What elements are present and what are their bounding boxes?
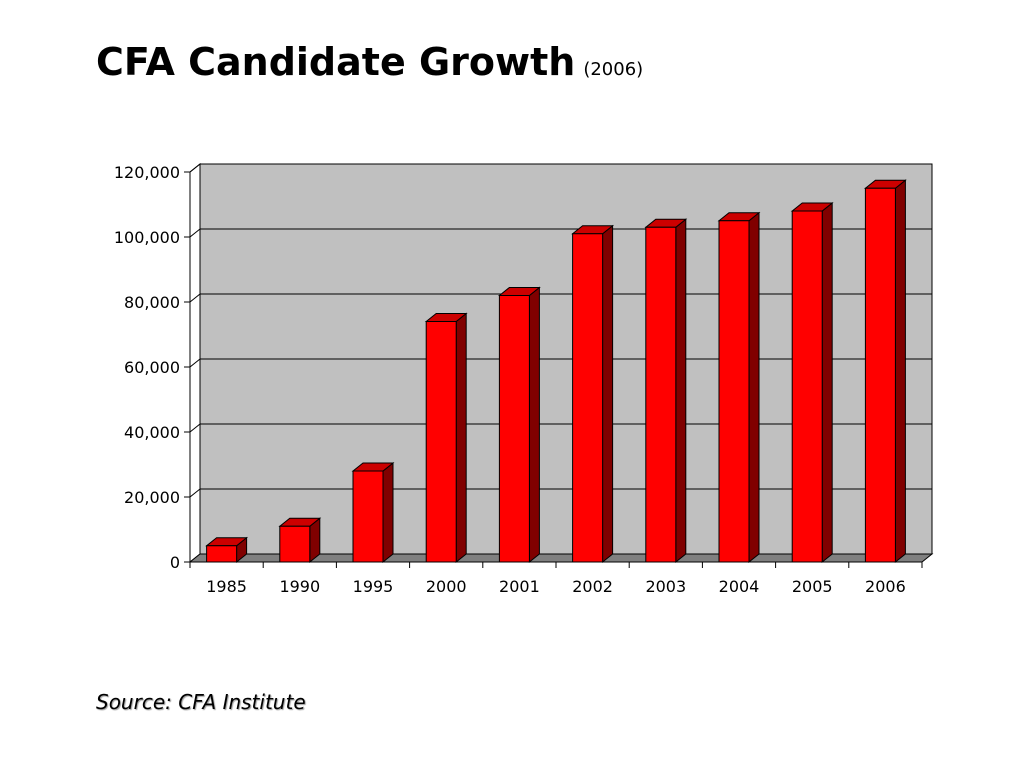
gridline-side xyxy=(189,423,201,433)
x-tick-label: 2000 xyxy=(426,577,467,596)
gridline-side xyxy=(189,228,201,238)
x-tick-label: 2001 xyxy=(499,577,540,596)
bar-2001 xyxy=(498,295,530,563)
y-tick-label: 100,000 xyxy=(114,228,180,247)
bar-side-1995 xyxy=(382,461,394,564)
source-note: Source: CFA Institute xyxy=(96,690,306,714)
x-tick-label: 2003 xyxy=(645,577,686,596)
bar-2000 xyxy=(425,321,457,563)
y-tick-label: 0 xyxy=(170,553,180,572)
y-tick-label: 120,000 xyxy=(114,163,180,182)
bar-1990 xyxy=(279,525,311,563)
x-tick-label: 1985 xyxy=(206,577,247,596)
bar-side-2004 xyxy=(748,211,760,564)
x-tick-label: 1990 xyxy=(279,577,320,596)
bar-2004 xyxy=(718,220,750,563)
title-subtitle: (2006) xyxy=(583,59,644,80)
gridline-side xyxy=(189,293,201,303)
x-tick-label: 2005 xyxy=(792,577,833,596)
x-tick-label: 2004 xyxy=(719,577,760,596)
x-tick-label: 2006 xyxy=(865,577,906,596)
bar-1985 xyxy=(206,545,238,563)
gridline-side xyxy=(189,488,201,498)
y-tick-label: 80,000 xyxy=(124,293,180,312)
bar-side-2005 xyxy=(821,201,833,564)
slide-title: CFA Candidate Growth (2006) xyxy=(96,36,643,96)
x-tick-label: 1995 xyxy=(353,577,394,596)
bar-side-2000 xyxy=(455,312,467,564)
bar-1995 xyxy=(352,470,384,563)
bar-2003 xyxy=(645,226,677,563)
y-tick-label: 60,000 xyxy=(124,358,180,377)
gridline-side xyxy=(189,163,201,173)
x-tick-label: 2002 xyxy=(572,577,613,596)
bar-2006 xyxy=(864,187,896,563)
y-tick-label: 20,000 xyxy=(124,488,180,507)
gridline-side xyxy=(189,358,201,368)
bar-side-2002 xyxy=(602,224,614,564)
bar-side-2001 xyxy=(528,286,540,564)
y-tick-label: 40,000 xyxy=(124,423,180,442)
bar-2005 xyxy=(791,210,823,563)
title-text: CFA Candidate Growth xyxy=(96,40,576,84)
bar-side-2003 xyxy=(675,218,687,564)
bar-side-2006 xyxy=(894,179,906,564)
bar-2002 xyxy=(572,233,604,563)
